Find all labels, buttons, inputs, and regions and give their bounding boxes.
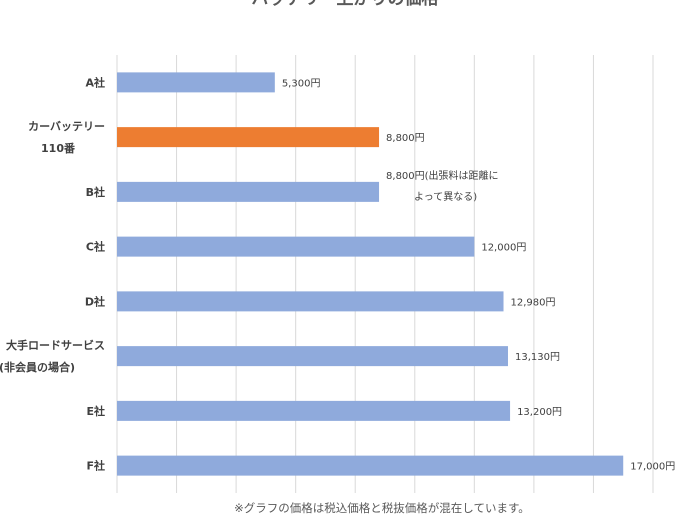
data-label: 5,300円 [282,78,321,89]
bars [117,72,624,476]
category-label: カーバッテリー 110番 [28,120,105,155]
category-label: C社 [86,240,105,254]
value-labels: 5,300円 8,800円 8,800円(出張料は距離によって異なる) 12,000円… [282,78,675,472]
category-label: A社 [85,75,105,89]
bar [117,400,511,421]
data-label: 13,200円 [517,407,562,418]
bar [117,455,624,476]
bar [117,72,275,93]
data-label: 8,800円(出張料は距離によって異なる) [386,169,499,203]
data-label: 8,800円 [386,133,425,144]
category-label: 大手ロードサービス(非会員の場合) [0,338,105,374]
category-label: F社 [86,459,105,473]
bar [117,346,508,367]
data-label: 12,980円 [511,297,556,308]
category-label: D社 [85,294,105,308]
data-label: 12,000円 [481,243,526,254]
data-label: 17,000円 [630,462,675,473]
gridlines [116,55,654,493]
bar [117,127,380,148]
category-label: E社 [86,404,105,418]
data-label: 13,130円 [515,352,560,363]
bar [117,236,475,257]
footnote: ※グラフの価格は税込価格と税抜価格が混在しています。 [234,501,530,515]
chart-title: バッテリー上がりの価格 [252,0,440,9]
bar [117,181,380,202]
category-label: B社 [86,185,105,199]
bar [117,291,504,312]
